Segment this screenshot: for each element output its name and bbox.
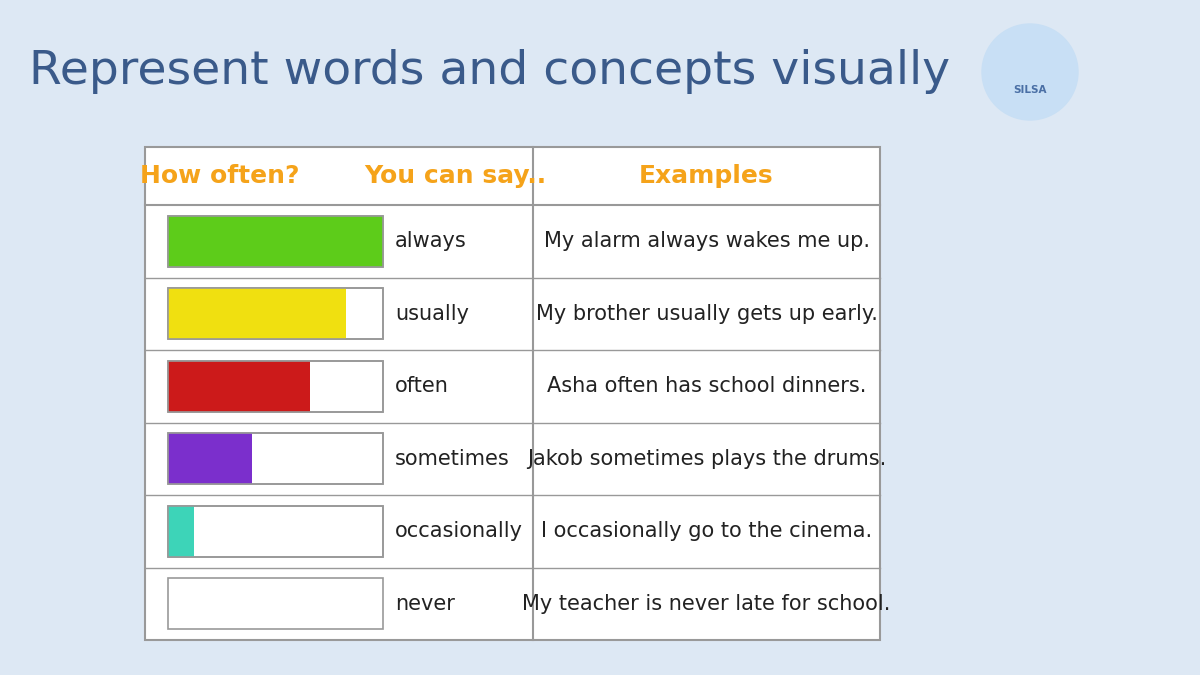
Bar bbox=[168, 433, 252, 484]
Text: sometimes: sometimes bbox=[395, 449, 510, 468]
Text: always: always bbox=[395, 232, 467, 251]
Bar bbox=[168, 216, 383, 267]
Bar bbox=[168, 288, 383, 339]
Bar bbox=[168, 288, 383, 339]
Bar bbox=[168, 216, 383, 267]
Text: usually: usually bbox=[395, 304, 469, 324]
Ellipse shape bbox=[982, 24, 1078, 120]
Bar bbox=[168, 361, 383, 412]
Bar bbox=[168, 361, 310, 412]
Text: How often?: How often? bbox=[140, 164, 300, 188]
Bar bbox=[168, 433, 383, 484]
Bar bbox=[168, 216, 383, 267]
Text: Represent words and concepts visually: Represent words and concepts visually bbox=[30, 49, 950, 94]
Bar bbox=[168, 506, 383, 557]
Bar bbox=[168, 578, 383, 629]
Text: occasionally: occasionally bbox=[395, 521, 523, 541]
Bar bbox=[168, 288, 347, 339]
Text: never: never bbox=[395, 594, 455, 614]
Text: Examples: Examples bbox=[640, 164, 774, 188]
Text: I occasionally go to the cinema.: I occasionally go to the cinema. bbox=[541, 521, 872, 541]
Text: Asha often has school dinners.: Asha often has school dinners. bbox=[547, 376, 866, 396]
Text: My brother usually gets up early.: My brother usually gets up early. bbox=[535, 304, 877, 324]
Bar bbox=[168, 506, 383, 557]
Text: often: often bbox=[395, 376, 449, 396]
Bar bbox=[168, 506, 194, 557]
Text: My alarm always wakes me up.: My alarm always wakes me up. bbox=[544, 232, 870, 251]
Bar bbox=[145, 147, 880, 640]
Text: Jakob sometimes plays the drums.: Jakob sometimes plays the drums. bbox=[527, 449, 886, 468]
Bar bbox=[168, 433, 383, 484]
Text: My teacher is never late for school.: My teacher is never late for school. bbox=[522, 594, 890, 614]
Bar bbox=[168, 361, 383, 412]
Text: SILSA: SILSA bbox=[1013, 85, 1046, 95]
Text: You can say..: You can say.. bbox=[364, 164, 546, 188]
